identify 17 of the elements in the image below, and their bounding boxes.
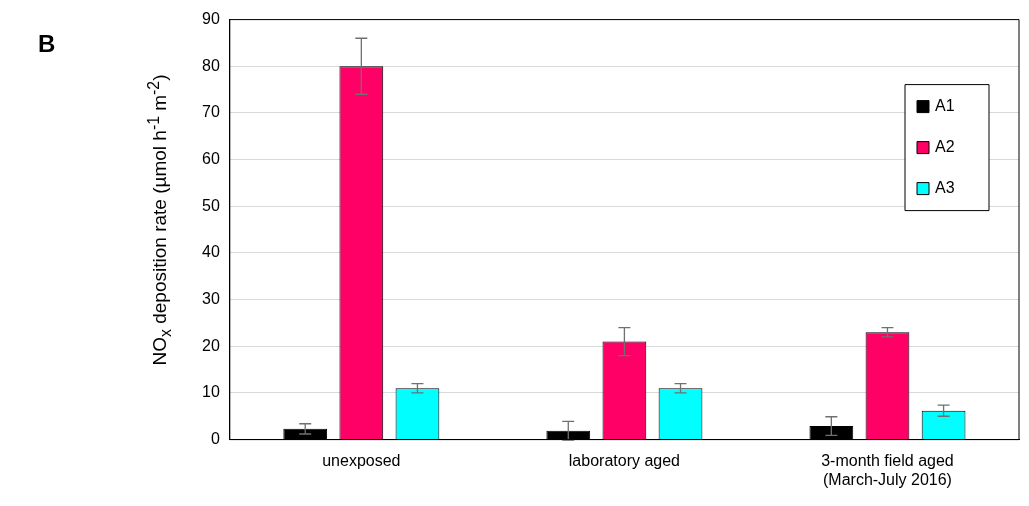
x-tick-label: unexposed [322, 451, 401, 469]
y-tick-label: 60 [202, 150, 220, 168]
y-tick-label: 90 [202, 10, 220, 28]
text: B [38, 30, 56, 58]
x-tick-label: laboratory aged [568, 451, 680, 469]
y-tick-label: 50 [202, 196, 220, 214]
legend-label: A2 [935, 138, 955, 156]
y-tick-label: 40 [202, 243, 220, 261]
legend-label: A3 [935, 179, 955, 197]
y-tick-label: 70 [202, 103, 220, 121]
y-tick-label: 20 [202, 336, 220, 354]
y-tick-label: 0 [210, 430, 220, 448]
legend-label: A1 [935, 97, 955, 115]
y-tick-label: 30 [202, 290, 220, 308]
y-tick-label: 80 [202, 56, 220, 74]
y-tick-label: 10 [202, 383, 220, 401]
x-tick-label: 3-month field aged (March-July 2016) [821, 451, 954, 488]
